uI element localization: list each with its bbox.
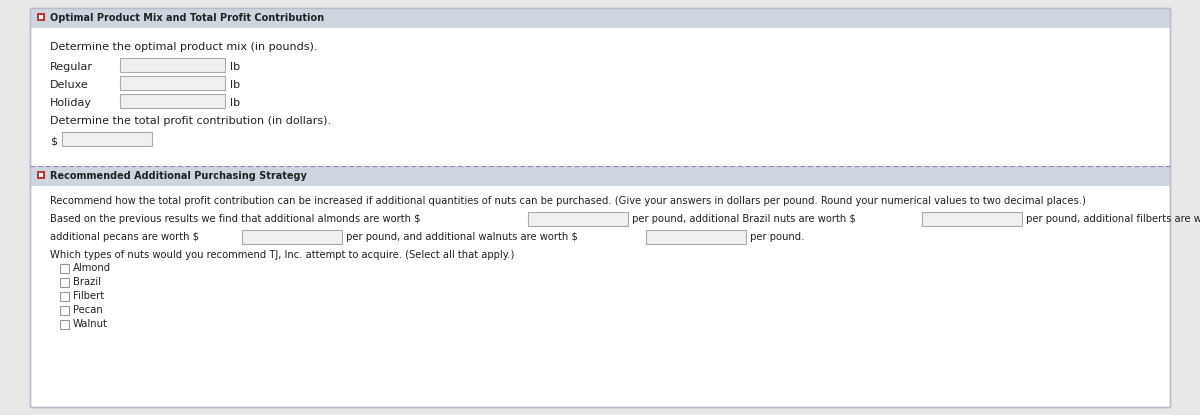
Text: Deluxe: Deluxe — [50, 80, 89, 90]
Text: Which types of nuts would you recommend TJ, Inc. attempt to acquire. (Select all: Which types of nuts would you recommend … — [50, 250, 515, 260]
Text: per pound, and additional walnuts are worth $: per pound, and additional walnuts are wo… — [343, 232, 578, 242]
FancyBboxPatch shape — [120, 76, 226, 90]
FancyBboxPatch shape — [528, 212, 629, 226]
Text: Optimal Product Mix and Total Profit Contribution: Optimal Product Mix and Total Profit Con… — [50, 13, 324, 23]
FancyBboxPatch shape — [120, 94, 226, 108]
Text: Based on the previous results we find that additional almonds are worth $: Based on the previous results we find th… — [50, 214, 421, 224]
Text: lb: lb — [230, 98, 240, 108]
FancyBboxPatch shape — [60, 264, 70, 273]
Text: lb: lb — [230, 62, 240, 72]
Text: lb: lb — [230, 80, 240, 90]
FancyBboxPatch shape — [60, 278, 70, 287]
FancyBboxPatch shape — [37, 13, 46, 21]
FancyBboxPatch shape — [30, 8, 1170, 28]
Text: Determine the optimal product mix (in pounds).: Determine the optimal product mix (in po… — [50, 42, 318, 52]
Text: Determine the total profit contribution (in dollars).: Determine the total profit contribution … — [50, 116, 331, 126]
Text: Almond: Almond — [73, 263, 112, 273]
FancyBboxPatch shape — [60, 306, 70, 315]
FancyBboxPatch shape — [60, 292, 70, 301]
Text: Brazil: Brazil — [73, 277, 101, 287]
FancyBboxPatch shape — [922, 212, 1022, 226]
Text: per pound, additional Brazil nuts are worth $: per pound, additional Brazil nuts are wo… — [629, 214, 856, 224]
FancyBboxPatch shape — [62, 132, 152, 146]
FancyBboxPatch shape — [37, 171, 46, 179]
Text: Recommend how the total profit contribution can be increased if additional quant: Recommend how the total profit contribut… — [50, 196, 1086, 206]
Text: $: $ — [50, 136, 58, 146]
Text: Filbert: Filbert — [73, 291, 104, 301]
FancyBboxPatch shape — [242, 230, 342, 244]
FancyBboxPatch shape — [30, 8, 1170, 407]
FancyBboxPatch shape — [60, 320, 70, 329]
FancyBboxPatch shape — [120, 58, 226, 72]
Text: Pecan: Pecan — [73, 305, 103, 315]
FancyBboxPatch shape — [38, 15, 43, 19]
Text: Holiday: Holiday — [50, 98, 92, 108]
FancyBboxPatch shape — [647, 230, 746, 244]
Text: Regular: Regular — [50, 62, 94, 72]
FancyBboxPatch shape — [30, 166, 1170, 186]
Text: additional pecans are worth $: additional pecans are worth $ — [50, 232, 199, 242]
Text: Recommended Additional Purchasing Strategy: Recommended Additional Purchasing Strate… — [50, 171, 307, 181]
FancyBboxPatch shape — [38, 173, 43, 177]
Text: per pound, additional filberts are worth $: per pound, additional filberts are worth… — [1022, 214, 1200, 224]
Text: per pound.: per pound. — [748, 232, 805, 242]
Text: Walnut: Walnut — [73, 319, 108, 329]
